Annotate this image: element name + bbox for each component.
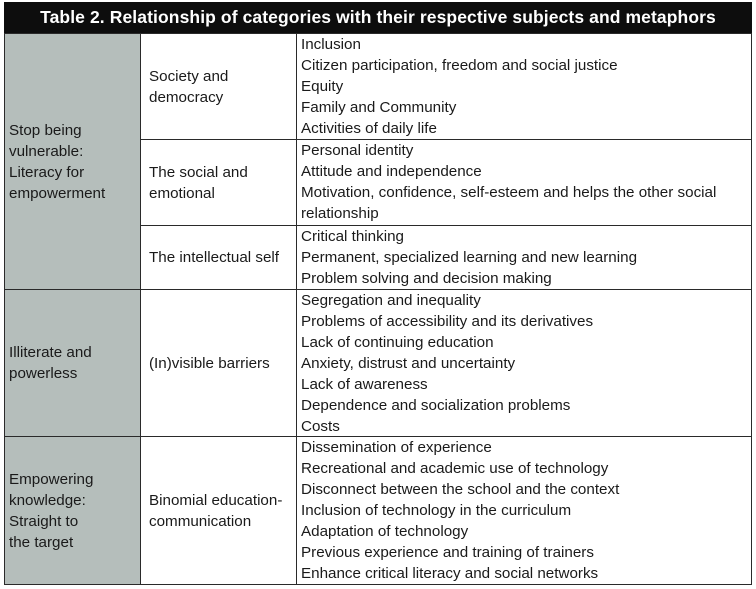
category-cell: Empowering knowledge: Straight to the targe… bbox=[5, 437, 141, 584]
subject-text: The social and bbox=[149, 163, 248, 181]
category-text: powerless bbox=[9, 365, 78, 382]
metaphor-item: Dissemination of experience bbox=[301, 439, 492, 456]
metaphor-item: Lack of awareness bbox=[301, 376, 428, 393]
metaphor-item: Enhance critical literacy and social net… bbox=[301, 565, 599, 582]
metaphor-item: relationship bbox=[301, 205, 379, 222]
category-text: the target bbox=[9, 533, 74, 551]
metaphors-cell: Critical thinking Permanent, specialized … bbox=[297, 226, 751, 290]
subject-text: (In)visible barriers bbox=[149, 354, 270, 372]
metaphor-item: Dependence and socialization problems bbox=[301, 397, 571, 414]
category-text: Illiterate and bbox=[9, 344, 92, 361]
metaphor-item: Equity bbox=[301, 78, 344, 95]
metaphor-item: Recreational and academic use of technol… bbox=[301, 460, 609, 477]
metaphor-item: Activities of daily life bbox=[301, 120, 437, 137]
category-text: Straight to bbox=[9, 512, 79, 530]
relationship-table: Stop being vulnerable: Literacy for empower… bbox=[4, 33, 752, 585]
metaphor-item: Family and Community bbox=[301, 99, 457, 116]
subject-cell: Society and democracy bbox=[141, 34, 297, 140]
metaphor-item: Citizen participation, freedom and socia… bbox=[301, 57, 618, 74]
subject-text: Binomial education- bbox=[149, 491, 283, 509]
metaphors-cell: Dissemination of experience Recreational … bbox=[297, 437, 751, 584]
category-cell: Stop being vulnerable: Literacy for empower… bbox=[5, 34, 141, 290]
category-text: knowledge: bbox=[9, 491, 86, 509]
category-text: empowerment bbox=[9, 184, 106, 202]
metaphors-cell: Personal identity Attitude and independen… bbox=[297, 140, 751, 226]
metaphor-item: Previous experience and training of trai… bbox=[301, 544, 594, 561]
subject-cell: Binomial education-communication bbox=[141, 437, 297, 584]
metaphor-item: Motivation, confidence, self-esteem and … bbox=[301, 184, 717, 201]
metaphor-item: Problem solving and decision making bbox=[301, 270, 552, 287]
metaphor-item: Segregation and inequality bbox=[301, 292, 481, 309]
subject-text: democracy bbox=[149, 88, 224, 106]
subject-cell: The intellectual self bbox=[141, 226, 297, 290]
category-text: Empowering bbox=[9, 470, 94, 488]
metaphor-item: Critical thinking bbox=[301, 228, 404, 245]
metaphor-item: Inclusion of technology in the curriculu… bbox=[301, 502, 572, 519]
metaphor-item: Attitude and independence bbox=[301, 163, 482, 180]
category-cell: Illiterate and powerless bbox=[5, 290, 141, 437]
subject-cell: The social and emotional bbox=[141, 140, 297, 226]
metaphor-item: Disconnect between the school and the co… bbox=[301, 481, 620, 498]
table-title: Table 2. Relationship of categories with… bbox=[4, 2, 752, 33]
subject-text: The intellectual self bbox=[149, 249, 280, 266]
category-text: vulnerable: bbox=[9, 142, 84, 160]
metaphor-item: Inclusion bbox=[301, 36, 361, 53]
metaphor-item: Problems of accessibility and its deriva… bbox=[301, 313, 594, 330]
subject-cell: (In)visible barriers bbox=[141, 290, 297, 437]
category-text: Stop being bbox=[9, 121, 82, 139]
metaphor-item: Costs bbox=[301, 418, 340, 435]
metaphor-item: Permanent, specialized learning and new … bbox=[301, 249, 638, 266]
subject-text: Society and bbox=[149, 67, 229, 85]
subject-text: emotional bbox=[149, 184, 215, 202]
category-text: Literacy for bbox=[9, 163, 85, 181]
metaphor-item: Anxiety, distrust and uncertainty bbox=[301, 355, 516, 372]
metaphor-item: Lack of continuing education bbox=[301, 334, 494, 351]
metaphor-item: Personal identity bbox=[301, 142, 414, 159]
subject-text: communication bbox=[149, 512, 252, 530]
metaphors-cell: Inclusion Citizen participation, freedom … bbox=[297, 34, 751, 140]
metaphors-cell: Segregation and inequality Problems of ac… bbox=[297, 290, 751, 437]
metaphor-item: Adaptation of technology bbox=[301, 523, 469, 540]
